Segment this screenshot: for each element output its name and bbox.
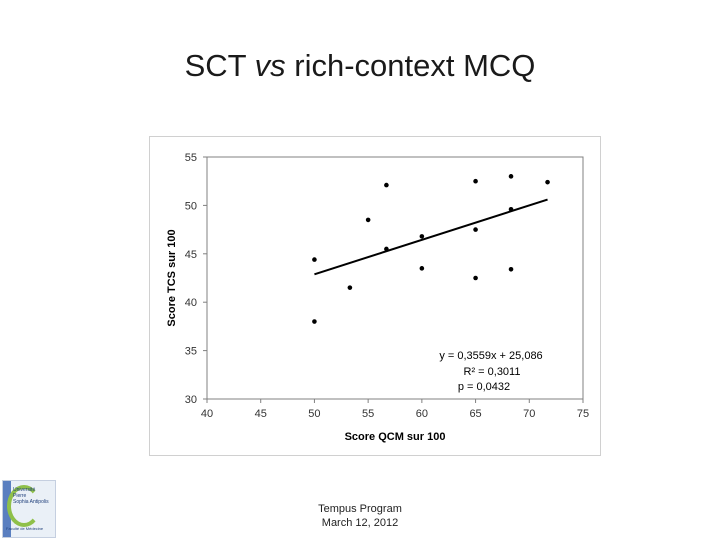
logo-arc — [7, 485, 41, 527]
logo-faculty: Faculté de Médecine — [6, 526, 44, 531]
y-tick-label: 30 — [185, 394, 197, 406]
logo-text: Université Pierre Sophia Antipolis — [13, 487, 49, 505]
x-tick-label: 70 — [523, 408, 535, 420]
data-point — [384, 182, 389, 188]
regression-annotation: p = 0,0432 — [458, 381, 510, 393]
data-point — [312, 319, 317, 324]
university-logo: Université Pierre Sophia Antipolis Facul… — [2, 480, 56, 538]
logo-line-3: Sophia Antipolis — [13, 499, 49, 505]
data-point — [312, 257, 317, 262]
data-point — [508, 206, 514, 212]
data-point — [508, 174, 514, 179]
logo-line-2: Pierre — [13, 493, 27, 499]
logo-line-1: Université — [13, 487, 36, 493]
title-suffix: rich-context MCQ — [285, 48, 536, 83]
data-point — [384, 246, 389, 252]
trendline — [314, 198, 548, 276]
x-tick-label: 65 — [469, 408, 481, 420]
y-tick-label: 55 — [185, 152, 197, 164]
footer: Tempus Program March 12, 2012 — [0, 502, 720, 530]
y-tick-label: 40 — [185, 297, 197, 309]
x-tick-label: 45 — [255, 408, 267, 420]
slide-title: SCT vs rich-context MCQ — [0, 48, 720, 84]
chart-frame: 40 45 50 55 60 65 70 75 30 35 40 45 50 55 Score QCM su… — [149, 136, 601, 456]
x-axis-label: Score QCM sur 100 — [345, 431, 446, 443]
x-tick-label: 50 — [308, 408, 320, 420]
data-point — [508, 266, 514, 272]
x-tick-label: 60 — [416, 408, 428, 420]
x-tick-label: 55 — [362, 408, 374, 420]
data-point — [545, 179, 550, 185]
data-point — [473, 227, 478, 232]
y-tick-label: 45 — [185, 249, 197, 261]
scatter-chart: 40 45 50 55 60 65 70 75 30 35 40 45 50 55 Score QCM su… — [166, 152, 589, 443]
y-tick-label: 35 — [185, 346, 197, 358]
data-point — [365, 217, 371, 223]
data-point — [473, 275, 478, 281]
footer-program: Tempus Program — [318, 503, 402, 515]
regression-annotation: R² = 0,3011 — [464, 366, 521, 378]
title-prefix: SCT — [184, 48, 255, 83]
plot-area — [206, 156, 584, 400]
data-point — [347, 285, 353, 290]
data-point — [419, 266, 425, 271]
footer-date: March 12, 2012 — [321, 517, 399, 529]
x-tick-label: 75 — [577, 408, 589, 420]
y-tick-label: 50 — [185, 200, 197, 212]
regression-annotation: y = 0,3559x + 25,086 — [439, 350, 542, 362]
data-point — [419, 234, 425, 239]
y-axis-label: Score TCS sur 100 — [166, 229, 178, 326]
title-italic: vs — [254, 48, 286, 83]
data-point — [473, 178, 478, 184]
x-tick-label: 40 — [201, 408, 213, 420]
